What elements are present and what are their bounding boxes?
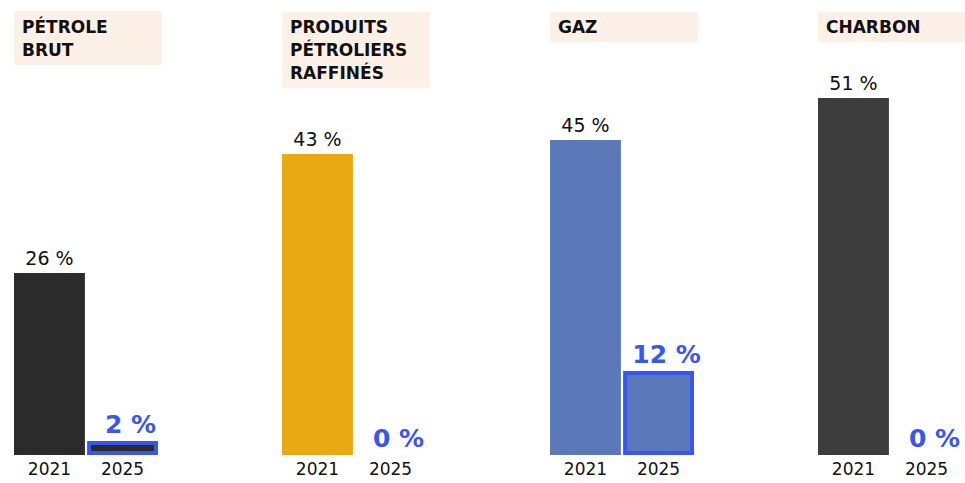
chart: PÉTROLEBRUT 26 % 2 % 2021 2025 PRODUITSPÉTROL… xyxy=(0,0,965,483)
title-group: CHARBON xyxy=(818,12,965,42)
data-label: 51 % xyxy=(829,72,877,94)
panel: CHARBON 51 % 0 % 2021 2025 xyxy=(818,12,965,479)
title-background xyxy=(550,12,698,42)
tick: 2021 xyxy=(564,459,607,479)
bar xyxy=(550,140,621,455)
bar xyxy=(14,273,85,455)
x-axis: 2021 2025 xyxy=(551,456,695,480)
bars xyxy=(14,273,156,455)
tick-label: 2025 xyxy=(905,459,948,479)
tick: 2025 xyxy=(905,459,948,479)
tick-label: 2021 xyxy=(296,459,339,479)
tick-label: 2021 xyxy=(564,459,607,479)
title-group: PÉTROLEBRUT xyxy=(14,11,162,65)
panel: PÉTROLEBRUT 26 % 2 % 2021 2025 xyxy=(14,11,162,479)
title-background xyxy=(818,12,965,42)
title: PRODUITSPÉTROLIERSRAFFINÉS xyxy=(290,17,407,83)
tick-label: 2025 xyxy=(369,459,412,479)
tick: 2021 xyxy=(296,459,339,479)
bar xyxy=(625,373,692,453)
tick-label: 2021 xyxy=(832,459,875,479)
data-label: 43 % xyxy=(293,128,341,150)
bar xyxy=(282,154,353,455)
tick: 2021 xyxy=(832,459,875,479)
bar xyxy=(818,98,889,455)
title: PÉTROLEBRUT xyxy=(22,16,108,60)
data-label: 12 % xyxy=(632,340,701,369)
axis-line xyxy=(551,455,695,456)
bar xyxy=(89,443,156,453)
title-group: GAZ xyxy=(550,12,698,42)
data-label: 26 % xyxy=(25,247,73,269)
bars xyxy=(818,98,889,455)
data-label: 0 % xyxy=(909,424,960,453)
data-label: 45 % xyxy=(561,114,609,136)
title-background xyxy=(14,11,162,65)
axis-line xyxy=(819,455,963,456)
tick-label: 2025 xyxy=(101,459,144,479)
tick: 2021 xyxy=(28,459,71,479)
bar xyxy=(891,455,962,456)
panel: GAZ 45 % 12 % 2021 2025 xyxy=(550,12,701,479)
bars xyxy=(282,154,353,455)
tick: 2025 xyxy=(637,459,680,479)
title-group: PRODUITSPÉTROLIERSRAFFINÉS xyxy=(282,12,430,88)
tick: 2025 xyxy=(101,459,144,479)
tick-label: 2021 xyxy=(28,459,71,479)
x-axis: 2021 2025 xyxy=(283,456,427,480)
data-label: 2 % xyxy=(105,410,156,439)
axis-line xyxy=(283,455,427,456)
title: CHARBON xyxy=(826,17,921,37)
data-label: 0 % xyxy=(373,424,424,453)
tick-label: 2025 xyxy=(637,459,680,479)
x-axis: 2021 2025 xyxy=(819,456,963,480)
title: GAZ xyxy=(558,17,597,37)
x-axis: 2021 2025 xyxy=(15,456,159,480)
axis-line xyxy=(15,455,159,456)
bar xyxy=(355,455,426,456)
tick: 2025 xyxy=(369,459,412,479)
title-background xyxy=(282,12,430,88)
bars xyxy=(550,140,692,455)
panel: PRODUITSPÉTROLIERSRAFFINÉS43 %0 %2021202… xyxy=(282,12,430,479)
